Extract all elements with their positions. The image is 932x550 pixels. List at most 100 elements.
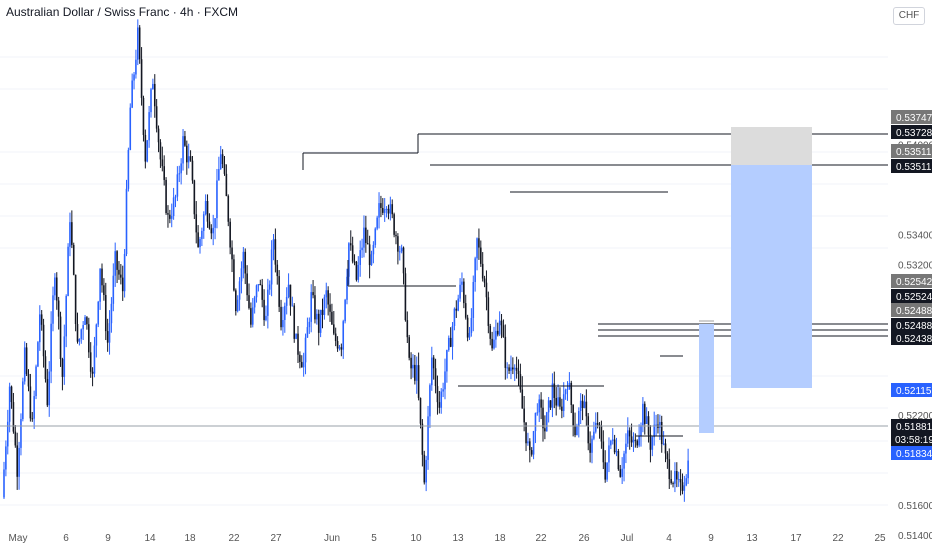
candle-body (310, 292, 312, 322)
candle-body (137, 27, 139, 60)
candle-body (118, 269, 120, 275)
candle-body (496, 330, 499, 335)
candle-body (583, 401, 586, 409)
candle-body (78, 338, 81, 342)
candle-body (16, 445, 18, 477)
candle-body (544, 428, 546, 432)
candle-body (180, 163, 182, 174)
candle-body (659, 421, 661, 428)
currency-button[interactable]: CHF (893, 7, 925, 25)
candle-body (338, 347, 341, 349)
x-tick-label: 22 (535, 533, 547, 544)
candle-body (476, 238, 478, 259)
candle-body (636, 440, 639, 446)
candle-body (23, 347, 26, 382)
candle-body (199, 238, 201, 248)
candle-body (229, 221, 231, 248)
drawing-annotations[interactable] (0, 127, 888, 437)
candle-body (280, 306, 282, 328)
price-label-bg (891, 383, 932, 397)
candle-body (112, 275, 115, 304)
price-label: 0.53728 (896, 128, 932, 139)
candle-body (71, 222, 73, 245)
candle-body (478, 238, 480, 248)
candle-body (474, 258, 476, 283)
candle-body (485, 282, 488, 298)
price-label-bg (891, 110, 932, 124)
candle-body (664, 443, 667, 454)
candle-body (642, 403, 644, 426)
candle-body (340, 347, 343, 350)
candle-body (495, 330, 497, 340)
candle-body (523, 408, 525, 423)
candle-body (444, 371, 446, 390)
candle-body (334, 333, 337, 342)
x-tick-label: 13 (746, 533, 758, 544)
candle-body (446, 350, 448, 372)
candle-body (361, 247, 363, 251)
candle-body (643, 403, 646, 424)
candle-body (553, 383, 556, 398)
candle-body (468, 332, 471, 338)
candle-body (276, 264, 279, 277)
candle-body (187, 156, 190, 163)
candle-body (99, 268, 101, 302)
candle-body (72, 244, 75, 275)
candle-body (176, 174, 179, 197)
candle-body (69, 222, 71, 247)
candle-body (317, 313, 320, 333)
price-label: 0.51881 (896, 422, 932, 433)
candle-body (421, 423, 424, 455)
candle-body (182, 136, 184, 164)
candle-body (470, 317, 473, 333)
candle-body (640, 425, 642, 437)
candle-body (397, 236, 399, 252)
candle-body (510, 367, 512, 371)
candle-body (540, 399, 542, 408)
candle-body (5, 446, 7, 470)
candle-body (606, 462, 608, 480)
candle-body (679, 479, 682, 483)
candle-body (660, 421, 663, 445)
candle-body (529, 441, 531, 451)
candle-body (135, 59, 137, 75)
candle-body (662, 443, 665, 445)
candle-body (35, 366, 37, 397)
x-tick-label: 25 (874, 533, 886, 544)
candle-body (157, 128, 160, 143)
candle-body (532, 431, 535, 455)
candle-body (355, 261, 358, 280)
x-tick-label: 27 (270, 533, 282, 544)
candle-body (363, 227, 365, 248)
candle-body (278, 276, 280, 307)
candle-body (615, 451, 618, 453)
candle-body (545, 412, 548, 432)
candle-body (638, 436, 640, 446)
candle-body (218, 169, 220, 181)
candle-body (498, 320, 501, 335)
time-axis[interactable]: May 6 9 14 18 22 27 Jun 5 10 13 18 22 26 Jul 4 9 13 17 22 25 (9, 533, 886, 544)
candle-body (54, 277, 56, 296)
candle-body (272, 239, 275, 250)
candle-body (255, 285, 258, 298)
candle-body (55, 277, 58, 301)
chart-title: Australian Dollar / Swiss Franc · 4h · F… (6, 5, 239, 19)
candle-body (284, 305, 286, 321)
candle-body (530, 450, 533, 455)
candle-body (63, 336, 66, 377)
candle-body (50, 323, 52, 372)
candle-body (44, 356, 47, 379)
candle-body (114, 251, 116, 276)
candle-body (374, 228, 377, 245)
price-axis-labels: 0.53747 0.53728 0.53511 0.53511 0.52542 0.525… (891, 110, 932, 460)
candle-body (453, 308, 456, 326)
price-label-bg (891, 144, 932, 158)
candle-body (197, 232, 199, 248)
candle-body (579, 400, 582, 411)
candle-body (116, 251, 118, 270)
candle-body (206, 200, 209, 222)
candle-body (561, 406, 563, 411)
candle-body (238, 281, 241, 300)
candle-body (587, 416, 590, 444)
